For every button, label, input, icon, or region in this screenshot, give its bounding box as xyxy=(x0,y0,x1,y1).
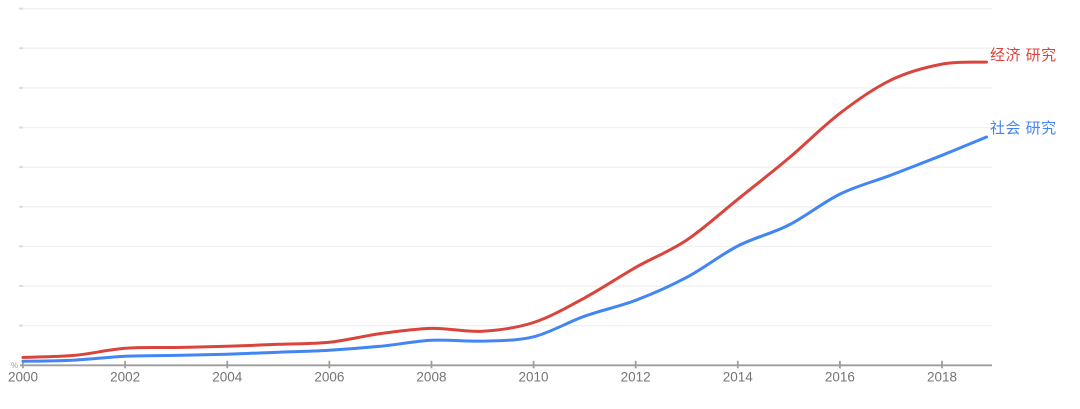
x-axis-year-label: 2018 xyxy=(927,370,957,385)
x-axis-year-label: 2008 xyxy=(416,370,446,385)
x-axis-year-label: 2002 xyxy=(110,370,140,385)
series-label-social-research[interactable]: 社会 研究 xyxy=(990,120,1057,137)
x-axis-year-label: 2012 xyxy=(621,370,651,385)
series-line-economic-research[interactable] xyxy=(21,60,988,359)
x-axis-year-label: 2010 xyxy=(519,370,549,385)
series-label-economic-research[interactable]: 经济 研究 xyxy=(990,47,1057,64)
x-axis-year-label: 2006 xyxy=(314,370,344,385)
series-line-social-research[interactable] xyxy=(21,135,988,363)
x-axis-year-label: 2000 xyxy=(8,370,38,385)
x-axis-year-label: 2014 xyxy=(723,370,754,385)
y-axis-percent-label: % xyxy=(11,361,18,370)
x-axis-year-label: 2016 xyxy=(825,370,855,385)
x-axis-year-label: 2004 xyxy=(212,370,243,385)
